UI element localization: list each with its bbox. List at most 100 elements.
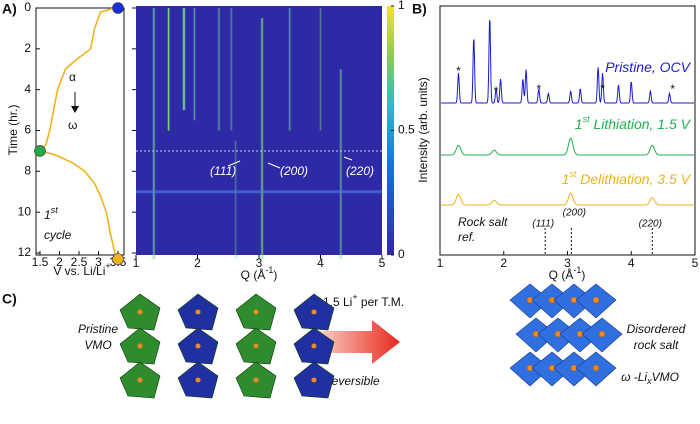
annotation: (200): [280, 164, 308, 178]
streak: [218, 8, 220, 131]
y-tick-label: 4: [24, 82, 31, 96]
y-tick-label: 6: [24, 123, 31, 137]
heatmap: [136, 6, 382, 255]
spectrum: [441, 20, 694, 104]
x-tick-label: 4: [317, 256, 324, 270]
colorbar: [387, 6, 394, 255]
y-tick-label: 2: [24, 41, 31, 55]
streak: [167, 8, 170, 131]
text: ω -LixVMO: [621, 370, 679, 386]
atom: [137, 377, 143, 383]
atom: [253, 377, 259, 383]
asterisk: *: [494, 84, 499, 98]
asterisk: *: [536, 82, 541, 96]
panel-label: B): [412, 1, 427, 17]
streak: [289, 8, 291, 131]
x-tick-label: 2: [56, 255, 63, 269]
ref-label: Rock salt: [458, 215, 508, 229]
band: [136, 190, 382, 194]
y-tick-label: 8: [24, 164, 31, 178]
x-tick-label: 2: [500, 256, 507, 270]
x-tick-label: 1.5: [32, 255, 49, 269]
x-tick-label: 2.5: [71, 255, 88, 269]
atom: [195, 309, 201, 315]
alpha: α: [69, 70, 76, 84]
streak: [183, 8, 185, 111]
atom: [598, 330, 606, 338]
atom: [311, 309, 317, 315]
y-tick-label: 10: [18, 204, 32, 218]
marker: [112, 2, 124, 14]
atom: [137, 309, 143, 315]
streak: [217, 8, 221, 131]
streak: [319, 8, 322, 131]
streak: [234, 140, 238, 260]
atom: [195, 377, 201, 383]
arrows: [227, 156, 353, 169]
legend-label: 1st Delithiation, 3.5 V: [562, 169, 692, 186]
legend-label: Pristine, OCV: [605, 59, 691, 75]
x-tick-label: 5: [379, 256, 386, 270]
y-label: Time (hr.): [6, 105, 20, 156]
atom: [592, 364, 600, 372]
colorbar-tick-label: 1: [398, 0, 405, 12]
asterisk: *: [670, 82, 675, 96]
streak: [235, 140, 237, 260]
atom: [311, 343, 317, 349]
ref-label: (220): [639, 219, 662, 230]
text: VMO: [84, 338, 111, 352]
streak: [288, 8, 292, 131]
legend-label: Delithiation, 3.5 V: [576, 171, 691, 187]
arrow: [71, 106, 79, 113]
streak: [193, 8, 196, 121]
streak: [153, 8, 155, 260]
annotation: (111): [210, 164, 236, 178]
ref-label: (111): [532, 219, 554, 230]
atom: [253, 309, 259, 315]
voltage-curve: [38, 7, 119, 260]
spectrum: [441, 192, 694, 206]
marker: [112, 253, 124, 265]
x-tick-label: 1: [133, 256, 140, 270]
asterisk: *: [456, 64, 461, 78]
streak: [192, 8, 196, 121]
legend-label: 1: [562, 171, 570, 187]
legend-label: st: [569, 169, 577, 179]
atom: [195, 343, 201, 349]
x-tick-label: 4: [628, 256, 635, 270]
streak: [340, 69, 342, 260]
legend-label: st: [583, 114, 591, 124]
x-tick-label: 2: [194, 256, 201, 270]
x-tick-label: 3: [256, 256, 263, 270]
legend-label: Pristine, OCV: [605, 59, 691, 75]
asterisk: *: [600, 82, 605, 96]
atom: [311, 377, 317, 383]
spectrum: [441, 137, 694, 156]
ref-label: (200): [563, 208, 586, 219]
streak: [230, 8, 232, 131]
x-label: Q (Å-1): [241, 265, 278, 282]
x-label: Q (Å-1): [549, 265, 586, 282]
legend-label: 1st Lithiation, 1.5 V: [575, 114, 692, 131]
streak: [319, 8, 322, 131]
axes: [35, 7, 125, 256]
text: Irreversible: [320, 374, 380, 388]
colorbar-tick-label: 0.5: [398, 123, 415, 137]
panel-label: C): [2, 291, 17, 307]
streak: [261, 18, 263, 260]
streak: [229, 8, 233, 131]
arrow: [318, 320, 400, 364]
ref-label: ref.: [458, 230, 475, 244]
atom: [592, 296, 600, 304]
crystal-structures: [119, 283, 623, 399]
atom: [253, 343, 259, 349]
y-tick-label: 12: [18, 245, 32, 259]
streak: [339, 69, 343, 260]
panel-label: A): [2, 1, 17, 17]
x-tick-label: 3: [564, 256, 571, 270]
text: rock salt: [634, 338, 679, 352]
x-label: V vs. Li/Li+: [53, 261, 110, 278]
text: Pristine: [78, 322, 118, 336]
x-tick-label: 1: [437, 256, 444, 270]
